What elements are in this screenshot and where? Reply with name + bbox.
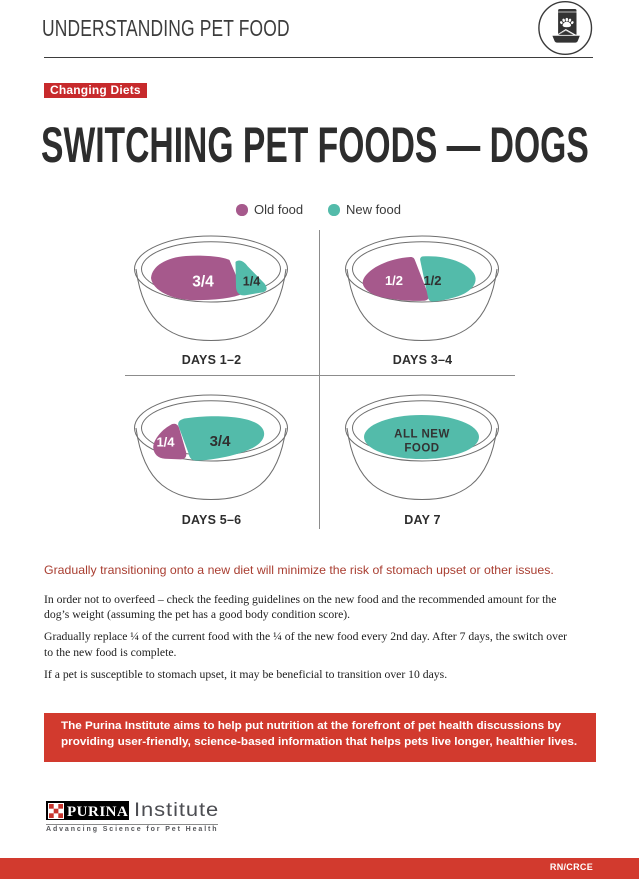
svg-text:1/4: 1/4 [243,275,260,289]
svg-text:1/2: 1/2 [385,273,403,288]
svg-text:3/4: 3/4 [210,433,232,450]
svg-text:1/4: 1/4 [156,435,175,450]
svg-text:ALL NEW: ALL NEW [394,429,450,441]
svg-text:3/4: 3/4 [192,274,214,291]
svg-text:FOOD: FOOD [404,443,439,455]
svg-text:1/2: 1/2 [423,273,441,288]
